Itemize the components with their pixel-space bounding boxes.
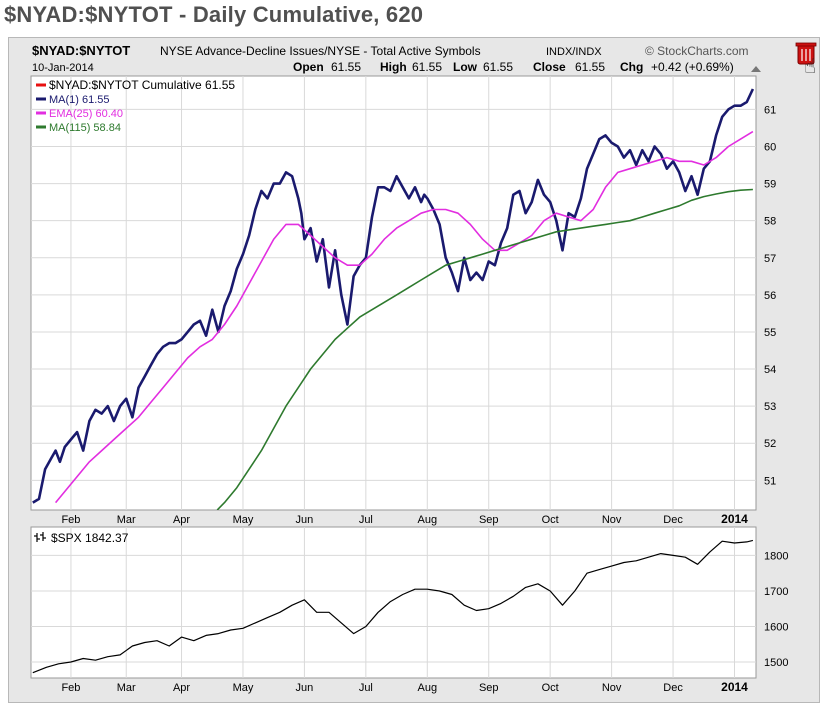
- y-tick-label: 57: [764, 253, 776, 265]
- x-tick-label: Nov: [602, 682, 622, 694]
- high-label: High: [380, 60, 407, 74]
- legend-label-main: $NYAD:$NYTOT Cumulative 61.55: [49, 78, 235, 92]
- x-tick-label: Nov: [602, 514, 622, 526]
- x-tick-label: Aug: [418, 514, 438, 526]
- x-tick-label: Dec: [663, 682, 683, 694]
- spx-x-ticks: Feb Mar Apr May Jun Jul Aug Sep Oct Nov Dec 2014: [61, 680, 748, 694]
- series-line-spx: [32, 539, 754, 674]
- x-tick-label: May: [233, 514, 254, 526]
- legend-label-ma1: MA(1) 61.55: [49, 94, 110, 106]
- x-tick-label: Jun: [296, 514, 314, 526]
- x-tick-label: Apr: [173, 682, 190, 694]
- y-tick-label: 1800: [764, 550, 788, 562]
- x-tick-label: Oct: [542, 682, 559, 694]
- low-value: 61.55: [483, 60, 513, 74]
- header-exchange: INDX/INDX: [546, 46, 602, 58]
- header-credit[interactable]: © StockCharts.com: [645, 44, 749, 58]
- y-tick-label: 56: [764, 290, 776, 302]
- x-tick-label: May: [233, 682, 254, 694]
- page-title: $NYAD:$NYTOT - Daily Cumulative, 620: [4, 2, 424, 27]
- trash-icon[interactable]: [795, 42, 817, 65]
- x-tick-label: Sep: [479, 682, 499, 694]
- ohlc-readout: Open 61.55 High 61.55 Low 61.55 Close 61…: [293, 60, 734, 74]
- ohlc-bar-icon: [34, 532, 46, 542]
- y-tick-label: 59: [764, 179, 776, 191]
- series-line-ma115: [216, 188, 753, 510]
- spx-panel: [30, 526, 757, 679]
- legend: $NYAD:$NYTOT Cumulative 61.55 MA(1) 61.55…: [36, 78, 235, 134]
- header-description: NYSE Advance-Decline Issues/NYSE - Total…: [160, 44, 481, 58]
- x-tick-label: Mar: [117, 682, 136, 694]
- legend-label-ema25: EMA(25) 60.40: [49, 108, 123, 120]
- x-tick-label: 2014: [721, 512, 748, 526]
- x-tick-label: Jun: [296, 682, 314, 694]
- y-tick-label: 1700: [764, 586, 788, 598]
- x-tick-label: Feb: [61, 514, 80, 526]
- spx-series: [32, 539, 754, 674]
- x-tick-label: Apr: [173, 514, 190, 526]
- x-tick-label: Jul: [359, 514, 373, 526]
- triangle-up-icon[interactable]: [751, 66, 761, 72]
- chg-value: +0.42 (+0.69%): [651, 60, 734, 74]
- series-line-price: [32, 88, 755, 504]
- series-line-ema25: [54, 130, 754, 504]
- spx-y-ticks: 1500 1600 1700 1800: [764, 550, 788, 669]
- x-tick-label: Jul: [359, 682, 373, 694]
- close-value: 61.55: [575, 60, 605, 74]
- chg-label: Chg: [620, 60, 643, 74]
- y-tick-label: 1500: [764, 657, 788, 669]
- x-tick-label: Mar: [117, 514, 136, 526]
- main-y-ticks: 51 52 53 54 55 56 57 58 59 60 61: [764, 104, 776, 487]
- hand-cursor-icon: ☝: [804, 56, 817, 78]
- x-tick-label: 2014: [721, 680, 748, 694]
- close-label: Close: [533, 60, 566, 74]
- x-tick-label: Sep: [479, 514, 499, 526]
- header-symbol: $NYAD:$NYTOT: [32, 43, 130, 58]
- x-tick-label: Oct: [542, 514, 559, 526]
- low-label: Low: [453, 60, 478, 74]
- y-tick-label: 52: [764, 438, 776, 450]
- y-tick-label: 1600: [764, 621, 788, 633]
- header-date: 10-Jan-2014: [32, 62, 94, 74]
- y-tick-label: 61: [764, 104, 776, 116]
- spx-grid: [31, 527, 756, 678]
- high-value: 61.55: [412, 60, 442, 74]
- y-tick-label: 53: [764, 401, 776, 413]
- spx-legend: $SPX 1842.37: [51, 531, 129, 545]
- y-tick-label: 60: [764, 141, 776, 153]
- open-value: 61.55: [331, 60, 361, 74]
- y-tick-label: 51: [764, 475, 776, 487]
- x-tick-label: Aug: [418, 682, 438, 694]
- y-tick-label: 55: [764, 327, 776, 339]
- main-series: [32, 88, 755, 510]
- main-x-ticks: Feb Mar Apr May Jun Jul Aug Sep Oct Nov Dec 2014: [61, 512, 748, 526]
- open-label: Open: [293, 60, 324, 74]
- x-tick-label: Feb: [61, 682, 80, 694]
- main-grid: [31, 76, 756, 510]
- x-tick-label: Dec: [663, 514, 683, 526]
- y-tick-label: 58: [764, 216, 776, 228]
- legend-label-ma115: MA(115) 58.84: [49, 122, 121, 134]
- main-panel: [30, 75, 757, 511]
- y-tick-label: 54: [764, 364, 776, 376]
